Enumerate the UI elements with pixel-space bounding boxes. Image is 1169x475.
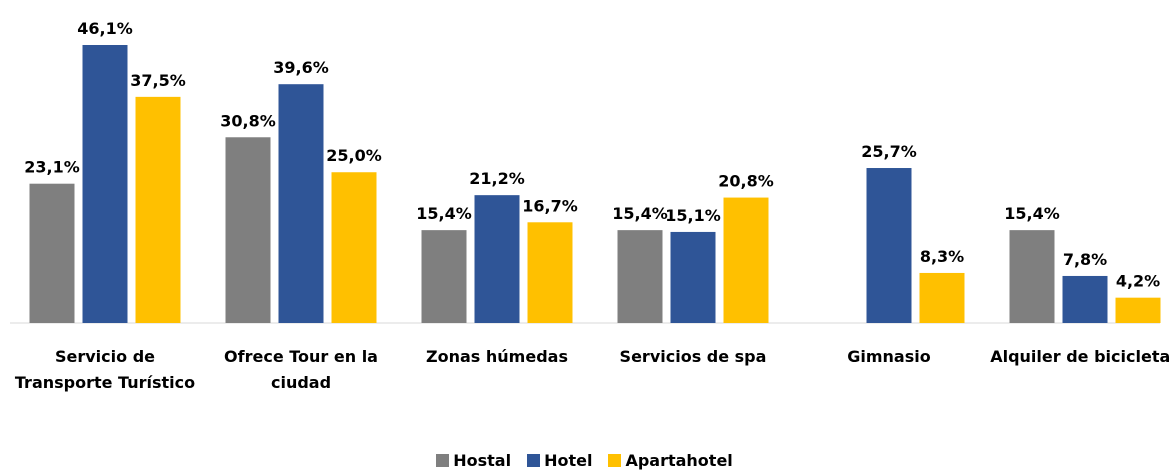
bar [1062, 275, 1108, 323]
data-label: 23,1% [24, 158, 80, 177]
x-tick-label: Alquiler de bicicletas [990, 347, 1169, 366]
legend-label: Hotel [544, 451, 593, 470]
data-label: 4,2% [1116, 272, 1160, 291]
bar [421, 230, 467, 323]
bar [723, 197, 769, 323]
bar [670, 231, 716, 323]
legend-item: Hotel [527, 451, 592, 470]
legend-swatch [608, 454, 622, 467]
bar [225, 137, 271, 323]
bar [278, 84, 324, 324]
x-tick-label: Gimnasio [847, 347, 931, 366]
legend-label: Hostal [453, 451, 512, 470]
legend-swatch [527, 454, 541, 467]
bar [1115, 297, 1161, 323]
data-label: 30,8% [220, 111, 276, 130]
data-label: 46,1% [77, 19, 133, 38]
x-tick-label: Zonas húmedas [426, 347, 568, 366]
x-tick-label: Servicios de spa [619, 347, 767, 366]
legend-label: Apartahotel [625, 451, 733, 470]
data-label: 39,6% [273, 58, 329, 77]
data-label: 25,7% [861, 142, 917, 161]
data-label: 25,0% [326, 146, 382, 165]
data-label: 15,4% [612, 204, 668, 223]
bar [135, 96, 181, 323]
data-label: 21,2% [469, 169, 525, 188]
bar [474, 195, 520, 323]
data-label: 37,5% [130, 71, 186, 90]
x-tick-label: Ofrece Tour en la ciudad [224, 347, 378, 392]
bar [1009, 230, 1055, 323]
legend-swatch [436, 454, 450, 467]
bar [866, 168, 912, 323]
bar [527, 222, 573, 323]
data-label: 20,8% [718, 172, 774, 191]
data-label: 15,4% [416, 204, 472, 223]
chart: 23,1% 46,1% 37,5% 30,8% 39,6% 25,0% 15,4% 21,2%… [10, 19, 1161, 324]
bar [617, 230, 663, 323]
data-label: 15,4% [1004, 204, 1060, 223]
data-label: 16,7% [522, 196, 578, 215]
legend-item: Apartahotel [608, 451, 733, 470]
legend: Hostal Hotel Apartahotel [0, 451, 1169, 470]
bar [29, 183, 75, 323]
data-label: 8,3% [920, 247, 964, 266]
bar [82, 45, 128, 323]
bar [331, 172, 377, 323]
data-label: 15,1% [665, 206, 721, 225]
x-tick-label: Servicio de Transporte Turístico [14, 347, 196, 392]
legend-item: Hostal [436, 451, 511, 470]
data-label: 7,8% [1063, 250, 1107, 269]
bar [919, 272, 965, 323]
